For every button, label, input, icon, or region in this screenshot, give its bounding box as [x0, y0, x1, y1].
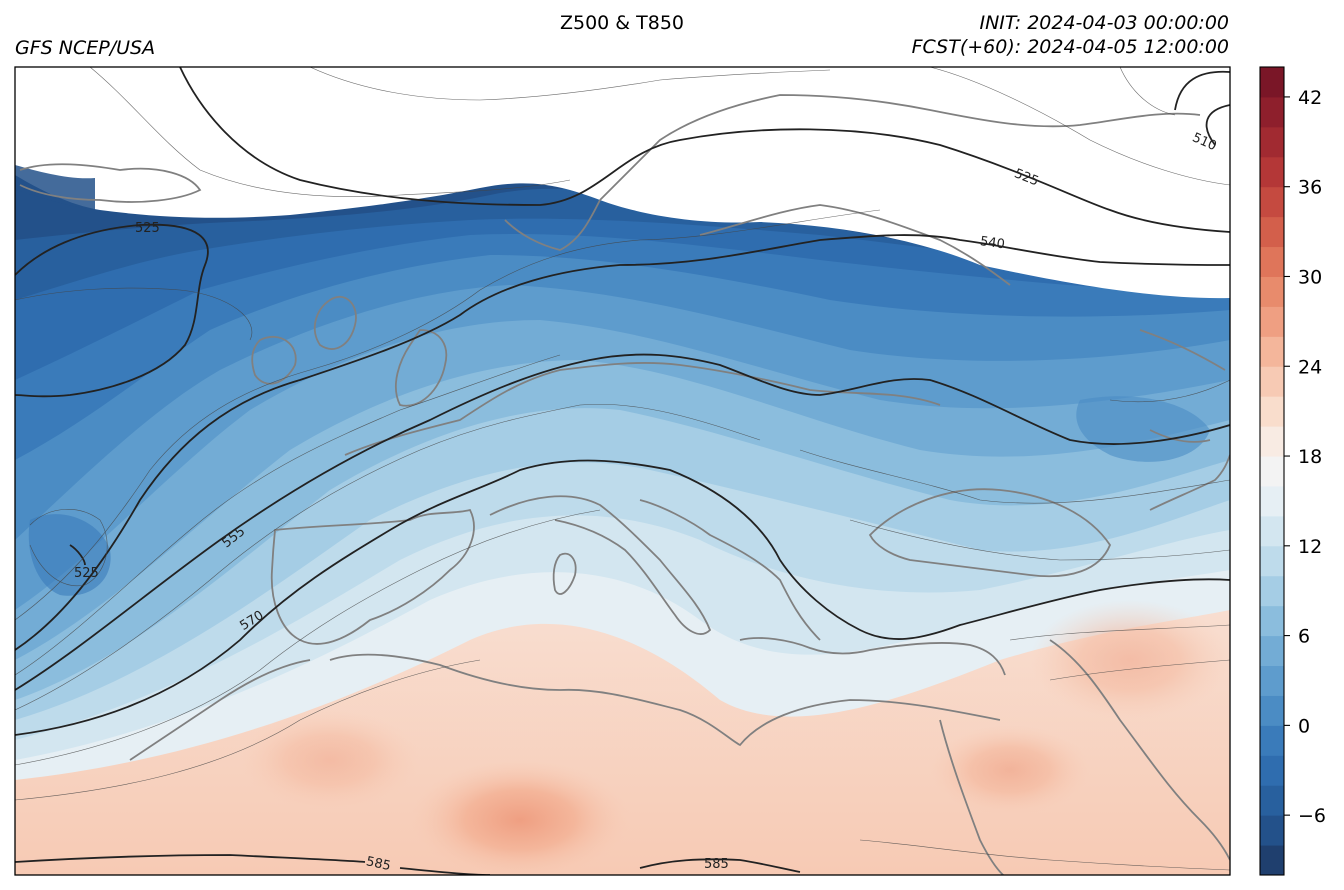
colorbar-band: [1260, 785, 1284, 816]
colorbar-band: [1260, 216, 1284, 248]
contour-label: 525: [74, 566, 99, 581]
z500-contours-minor: [15, 67, 1230, 871]
map-area: 525 555 570 525 525 540 510 585 585: [15, 67, 1230, 875]
colorbar-band: [1260, 156, 1284, 188]
colorbar-band: [1260, 755, 1284, 786]
colorbar-band: [1260, 67, 1284, 98]
colorbar-band: [1260, 336, 1284, 367]
colorbar-band: [1260, 845, 1284, 876]
model-label: GFS NCEP/USA: [15, 37, 156, 59]
colorbar-band: [1260, 725, 1284, 756]
colorbar-tick-label: 36: [1298, 177, 1322, 199]
colorbar-band: [1260, 456, 1284, 487]
contour-label: 525: [135, 221, 160, 236]
colorbar-tick-label: 18: [1298, 446, 1322, 468]
init-time: INIT: 2024-04-03 00:00:00: [979, 12, 1229, 34]
colorbar-band: [1260, 575, 1284, 607]
colorbar-band: [1260, 815, 1284, 846]
colorbar-tick-label: 12: [1298, 536, 1322, 558]
z500-contours-major: [15, 67, 1230, 875]
colorbar-band: [1260, 96, 1284, 128]
colorbar-band: [1260, 545, 1284, 577]
forecast-time: FCST(+60): 2024-04-05 12:00:00: [911, 36, 1229, 58]
contour-label: 585: [365, 854, 392, 874]
colorbar-band: [1260, 635, 1284, 667]
colorbar-band: [1260, 276, 1284, 307]
colorbar-band: [1260, 485, 1284, 517]
colorbar-tick-label: 30: [1298, 266, 1322, 288]
contour-label: 585: [704, 857, 729, 872]
colorbar-band: [1260, 515, 1284, 547]
colorbar-band: [1260, 306, 1284, 337]
colorbar: 42 36 30 24 18 12 6 0 −6: [1259, 66, 1326, 876]
colorbar-band: [1260, 695, 1284, 726]
colorbar-band: [1260, 426, 1284, 457]
colorbar-band: [1260, 366, 1284, 397]
colorbar-band: [1260, 186, 1284, 218]
contour-label: 540: [979, 234, 1006, 252]
colorbar-tick-label: 6: [1298, 626, 1310, 648]
t850-fill: [15, 67, 1230, 875]
colorbar-band: [1260, 665, 1284, 696]
colorbar-band: [1260, 605, 1284, 637]
colorbar-tick-label: 24: [1298, 356, 1322, 378]
colorbar-band: [1260, 246, 1284, 277]
colorbar-band: [1260, 126, 1284, 158]
coastlines: [19, 94, 1230, 875]
colorbar-tick-label: 42: [1298, 87, 1322, 109]
map-frame: [14, 66, 1231, 876]
map-title: Z500 & T850: [559, 12, 685, 34]
colorbar-tick-label: 0: [1298, 715, 1310, 737]
colorbar-tick-label: −6: [1298, 805, 1326, 827]
colorbar-band: [1260, 396, 1284, 427]
